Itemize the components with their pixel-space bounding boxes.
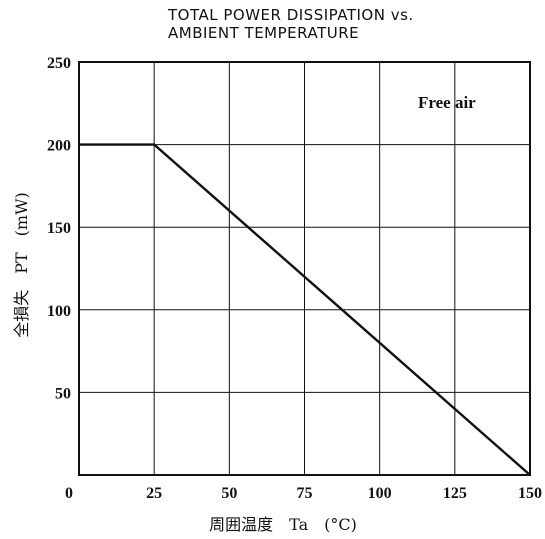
x-tick-label: 25 [146, 485, 162, 502]
y-tick-label: 200 [47, 138, 71, 155]
x-axis-label: 周囲温度 Ta (°C) [209, 515, 357, 534]
annotation-free-air: Free air [418, 93, 476, 112]
x-tick-label: 75 [297, 485, 313, 502]
y-tick-label: 250 [47, 55, 71, 72]
plot-frame [78, 61, 531, 476]
y-tick-label: 100 [47, 303, 71, 320]
series-group [79, 143, 531, 476]
x-tick-label: 50 [221, 485, 237, 502]
tick-labels: 0 25 50 75 100 125 150 50 100 150 200 250 [47, 55, 542, 502]
y-axis-label: 全損失 PT (mW) [12, 192, 31, 338]
x-tick-label: 100 [368, 485, 392, 502]
chart-title-line-1: TOTAL POWER DISSIPATION vs. [167, 6, 414, 24]
y-tick-label: 50 [55, 385, 71, 402]
x-tick-label: 125 [443, 485, 467, 502]
x-tick-label: 0 [65, 485, 73, 502]
chart-title-line-2: AMBIENT TEMPERATURE [168, 24, 359, 42]
x-tick-label: 150 [518, 485, 542, 502]
y-tick-label: 150 [47, 220, 71, 237]
power-derating-line [79, 143, 531, 476]
grid [79, 62, 530, 475]
